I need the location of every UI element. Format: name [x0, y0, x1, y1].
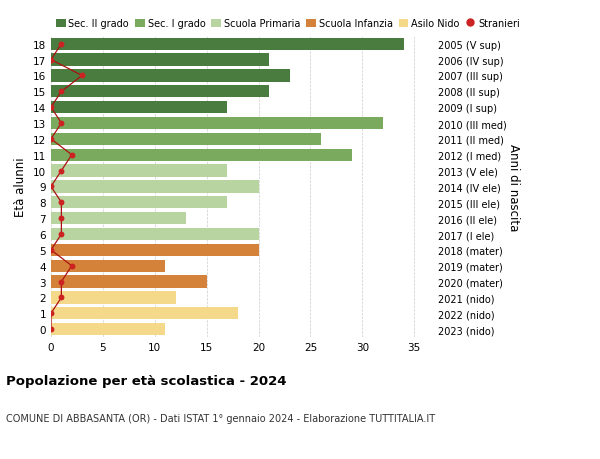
Point [67, 152, 77, 159]
Y-axis label: Anni di nascita: Anni di nascita [508, 144, 520, 230]
Bar [51, 102, 227, 114]
Bar [51, 165, 227, 177]
Bar [51, 308, 238, 320]
Point [46, 57, 56, 64]
Point [46, 310, 56, 317]
Y-axis label: Età alunni: Età alunni [14, 157, 28, 217]
Bar [51, 118, 383, 130]
Point [56, 215, 66, 222]
Bar [51, 54, 269, 67]
Point [77, 73, 87, 80]
Point [46, 246, 56, 254]
Bar [51, 181, 259, 193]
Bar [51, 323, 165, 336]
Point [56, 41, 66, 48]
Bar [51, 39, 404, 51]
Point [56, 231, 66, 238]
Point [56, 120, 66, 128]
Bar [51, 70, 290, 83]
Point [46, 104, 56, 112]
Bar [51, 134, 321, 146]
Point [56, 278, 66, 285]
Point [67, 263, 77, 270]
Point [56, 294, 66, 302]
Point [56, 199, 66, 207]
Point [46, 326, 56, 333]
Point [56, 168, 66, 175]
Bar [51, 244, 259, 257]
Bar [51, 291, 176, 304]
Text: COMUNE DI ABBASANTA (OR) - Dati ISTAT 1° gennaio 2024 - Elaborazione TUTTITALIA.: COMUNE DI ABBASANTA (OR) - Dati ISTAT 1°… [6, 413, 435, 423]
Bar [51, 213, 186, 225]
Text: Popolazione per età scolastica - 2024: Popolazione per età scolastica - 2024 [6, 374, 287, 387]
Point [46, 183, 56, 190]
Point [56, 89, 66, 96]
Bar [51, 149, 352, 162]
Bar [51, 228, 259, 241]
Point [46, 136, 56, 143]
Bar [51, 197, 227, 209]
Legend: Sec. II grado, Sec. I grado, Scuola Primaria, Scuola Infanzia, Asilo Nido, Stran: Sec. II grado, Sec. I grado, Scuola Prim… [56, 19, 520, 29]
Bar [51, 86, 269, 98]
Bar [51, 260, 165, 272]
Bar [51, 276, 206, 288]
